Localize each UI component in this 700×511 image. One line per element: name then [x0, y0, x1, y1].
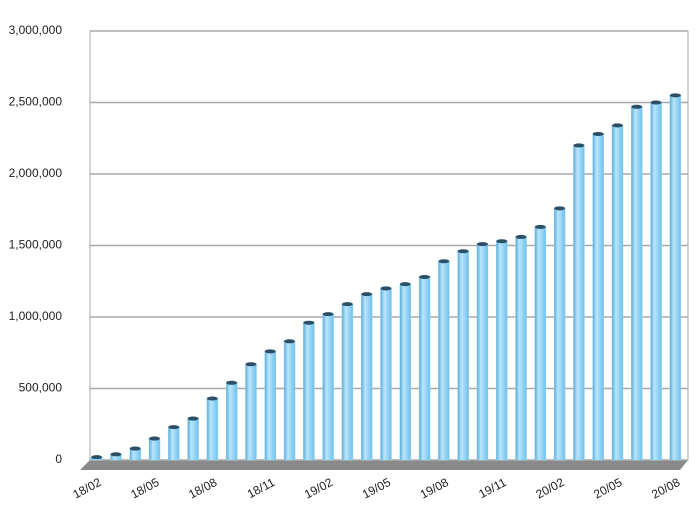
floor: [80, 460, 688, 470]
bar-cap: [245, 362, 257, 367]
y-tick-label: 2,500,000: [9, 95, 63, 109]
bar-cap: [264, 349, 276, 354]
bar-cap: [399, 282, 411, 287]
y-tick-label: 2,000,000: [9, 166, 63, 180]
bar-cap: [611, 123, 623, 128]
bar-cap: [438, 259, 450, 264]
bar: [457, 250, 469, 461]
bar: [148, 438, 161, 461]
bar-cap: [631, 104, 643, 109]
bar-cap: [110, 452, 122, 457]
bar: [206, 398, 219, 461]
y-tick-label: 500,000: [19, 381, 63, 395]
bar-cap: [669, 93, 681, 98]
bar-cap: [476, 242, 488, 247]
bar: [322, 313, 334, 461]
x-tick-label: 18/05: [128, 475, 161, 502]
bar-cap: [226, 380, 238, 385]
bar: [283, 341, 296, 461]
bar: [553, 208, 566, 461]
bar-cap: [149, 436, 161, 441]
bar-cap: [554, 206, 566, 211]
bar-cap: [168, 425, 180, 430]
bar: [225, 382, 238, 461]
x-tick-label: 18/08: [186, 475, 219, 502]
bar: [245, 363, 257, 461]
x-tick-label: 19/08: [418, 475, 451, 502]
bar: [264, 351, 277, 461]
bar-cap: [284, 339, 296, 344]
bar: [418, 276, 431, 461]
bar: [438, 260, 450, 461]
bar-cap: [91, 455, 103, 460]
bar-cap: [650, 100, 662, 105]
bar-cap: [592, 131, 604, 136]
bar-cap: [496, 239, 508, 244]
x-tick-label: 19/02: [302, 475, 335, 502]
y-tick-label: 0: [55, 452, 62, 466]
x-tick-label: 20/08: [649, 475, 682, 502]
y-tick-label: 1,000,000: [9, 309, 63, 323]
bar-cap: [187, 416, 199, 421]
bar-cap: [322, 312, 334, 317]
bar-cap: [380, 286, 392, 291]
y-tick-label: 3,000,000: [9, 23, 63, 37]
bar: [168, 426, 180, 461]
bar: [534, 226, 547, 461]
bar-cap: [573, 143, 585, 148]
bar: [611, 125, 624, 461]
bar: [476, 243, 489, 461]
bar-cap: [361, 292, 373, 297]
x-tick-label: 19/05: [360, 475, 393, 502]
bar-cap: [534, 224, 546, 229]
bar: [573, 145, 585, 461]
bar: [380, 288, 392, 461]
bar: [592, 133, 604, 461]
bar: [360, 293, 373, 461]
x-tick-label: 18/02: [70, 475, 103, 502]
x-tick-label: 20/02: [533, 475, 566, 502]
x-tick-label: 19/11: [476, 475, 509, 501]
bar-cap: [206, 396, 218, 401]
bar: [631, 106, 643, 461]
bar-cap: [129, 446, 141, 451]
bar: [669, 95, 682, 461]
y-tick-label: 1,500,000: [9, 238, 63, 252]
bar-cap: [341, 302, 353, 307]
bar-cap: [419, 274, 431, 279]
bar-cap: [303, 320, 315, 325]
bar: [495, 240, 508, 461]
bar: [187, 418, 199, 461]
x-tick-label: 18/11: [245, 475, 278, 501]
bar: [515, 236, 527, 461]
bar: [303, 322, 315, 461]
bar: [399, 283, 412, 461]
bar: [341, 303, 354, 461]
bar-cap: [515, 234, 527, 239]
bar: [650, 102, 662, 461]
bar-cap: [457, 249, 469, 254]
x-tick-label: 20/05: [591, 475, 624, 502]
